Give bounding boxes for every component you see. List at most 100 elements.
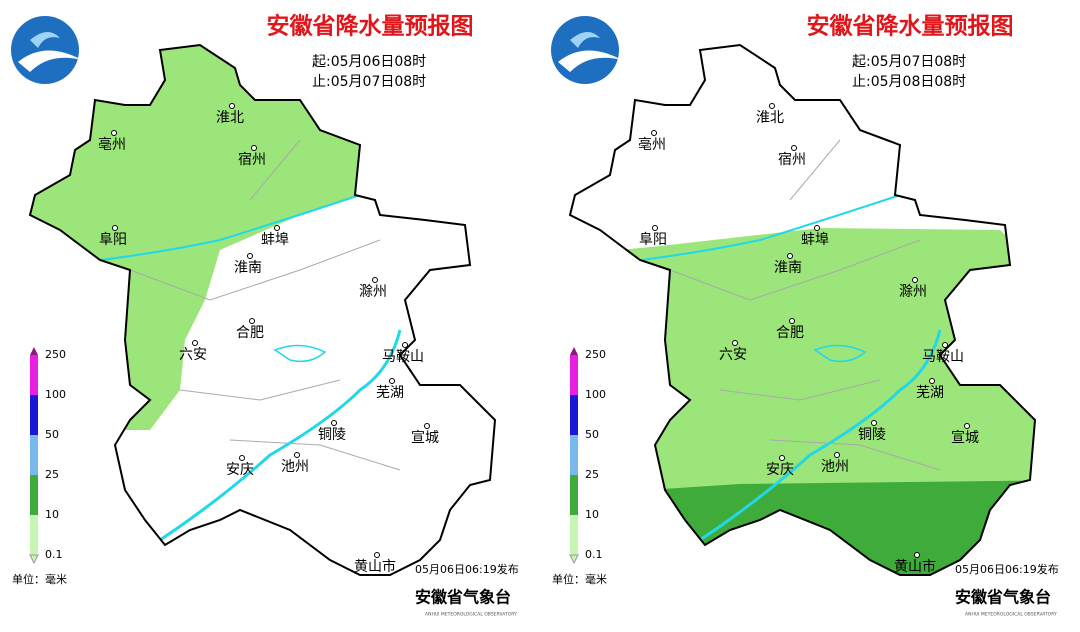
city-label: 亳州 bbox=[638, 136, 666, 153]
province-outline bbox=[28, 43, 497, 576]
city-dot bbox=[111, 130, 117, 136]
legend-swatch bbox=[570, 435, 578, 475]
city-dot bbox=[239, 455, 245, 461]
legend-swatch bbox=[570, 515, 578, 555]
lake bbox=[273, 344, 327, 363]
city-label: 马鞍山 bbox=[922, 349, 964, 365]
legend-label: 100 bbox=[585, 388, 606, 401]
city-dot bbox=[814, 225, 820, 231]
river bbox=[699, 329, 942, 542]
city-dot bbox=[834, 452, 840, 458]
city-dot bbox=[789, 318, 795, 324]
city-label: 宣城 bbox=[951, 430, 979, 446]
city-label: 淮南 bbox=[774, 260, 802, 276]
rain-area bbox=[570, 480, 1035, 575]
city-dot bbox=[652, 225, 658, 231]
city-label: 芜湖 bbox=[376, 384, 404, 401]
map-title: 安徽省降水量预报图 bbox=[807, 13, 1014, 40]
legend-label: 10 bbox=[45, 508, 59, 521]
city-label: 铜陵 bbox=[858, 427, 886, 443]
legend-label: 250 bbox=[585, 348, 606, 361]
city-dot bbox=[914, 552, 920, 558]
city-label: 芜湖 bbox=[916, 384, 944, 401]
start-time: 起:05月07日08时 bbox=[852, 54, 966, 70]
city-dot bbox=[229, 103, 235, 109]
legend-bottom bbox=[29, 554, 39, 565]
legend-swatch bbox=[30, 475, 38, 515]
boundaries bbox=[129, 139, 401, 471]
city-label: 安庆 bbox=[766, 462, 794, 478]
river bbox=[59, 194, 361, 266]
city-dot bbox=[249, 318, 255, 324]
unit: 单位：毫米 bbox=[552, 572, 607, 586]
city-label: 宿州 bbox=[238, 151, 266, 168]
city-dot bbox=[274, 225, 280, 231]
legend-swatch bbox=[570, 355, 578, 395]
org: 安徽省气象台 bbox=[955, 588, 1051, 607]
legend-swatch bbox=[30, 355, 38, 395]
end-time: 止:05月08日08时 bbox=[852, 74, 966, 90]
city-dot bbox=[791, 145, 797, 151]
city-label: 宿州 bbox=[778, 151, 806, 168]
city-label: 合肥 bbox=[776, 325, 804, 341]
city-dot bbox=[247, 253, 253, 259]
legend-label: 100 bbox=[45, 388, 66, 401]
city-label: 滁州 bbox=[899, 284, 927, 300]
city-label: 黄山市 bbox=[354, 558, 396, 575]
city-dot bbox=[912, 277, 918, 283]
logo bbox=[11, 16, 79, 84]
city-dot bbox=[424, 423, 430, 429]
org: 安徽省气象台 bbox=[415, 588, 511, 607]
end-time: 止:05月07日08时 bbox=[312, 74, 426, 90]
city-dot bbox=[779, 455, 785, 461]
river bbox=[159, 329, 402, 542]
city-dot bbox=[732, 340, 738, 346]
logo-swirl bbox=[570, 31, 600, 48]
city-label: 马鞍山 bbox=[382, 349, 424, 365]
city-label: 蚌埠 bbox=[801, 231, 829, 248]
city-dot bbox=[374, 552, 380, 558]
legend-swatch bbox=[30, 435, 38, 475]
lake bbox=[813, 344, 867, 363]
logo bbox=[551, 16, 619, 84]
legend-top bbox=[570, 347, 578, 355]
city-label: 淮北 bbox=[756, 110, 784, 126]
city-label: 阜阳 bbox=[99, 231, 127, 248]
org-en: ANHUI METEOROLOGICAL OBSERVATORY bbox=[965, 612, 1057, 618]
city-label: 亳州 bbox=[98, 136, 126, 153]
city-label: 黄山市 bbox=[894, 558, 936, 575]
city-dot bbox=[787, 253, 793, 259]
legend-bottom bbox=[569, 554, 579, 565]
city-label: 池州 bbox=[821, 459, 849, 475]
city-dot bbox=[389, 378, 395, 384]
legend-label: 250 bbox=[45, 348, 66, 361]
city-label: 合肥 bbox=[236, 325, 264, 341]
city-label: 蚌埠 bbox=[261, 231, 289, 248]
river bbox=[599, 194, 901, 266]
boundaries bbox=[669, 139, 941, 471]
legend-label: 25 bbox=[45, 468, 59, 481]
city-label: 宣城 bbox=[411, 430, 439, 446]
org-en: ANHUI METEOROLOGICAL OBSERVATORY bbox=[425, 612, 517, 618]
city-dot bbox=[942, 342, 948, 348]
legend-label: 50 bbox=[585, 428, 599, 441]
city-dot bbox=[871, 420, 877, 426]
logo-wave bbox=[558, 50, 622, 72]
city-label: 铜陵 bbox=[318, 427, 346, 443]
city-dot bbox=[964, 423, 970, 429]
published: 05月06日06:19发布 bbox=[955, 562, 1059, 576]
published: 05月06日06:19发布 bbox=[415, 562, 519, 576]
legend-swatch bbox=[30, 395, 38, 435]
legend-swatch bbox=[570, 475, 578, 515]
unit: 单位：毫米 bbox=[12, 572, 67, 586]
city-dot bbox=[331, 420, 337, 426]
province-outline bbox=[568, 43, 1037, 576]
city-dot bbox=[769, 103, 775, 109]
city-label: 淮南 bbox=[234, 260, 262, 276]
city-label: 池州 bbox=[281, 459, 309, 475]
city-dot bbox=[192, 340, 198, 346]
city-dot bbox=[112, 225, 118, 231]
